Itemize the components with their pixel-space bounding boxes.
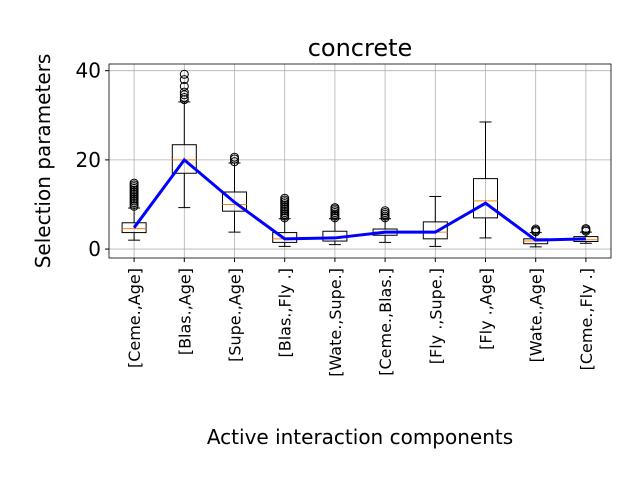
mean-line-layer	[132, 157, 586, 242]
outlier-point	[280, 193, 290, 203]
plot-frame	[108, 63, 612, 259]
outlier-point	[179, 69, 189, 79]
x-tick-label: [Fly .,Supe.]	[426, 268, 445, 364]
outlier-point	[179, 75, 189, 85]
outlier-point	[179, 81, 189, 91]
outlier-point	[179, 92, 189, 102]
box-plot-1	[121, 178, 147, 241]
outlier-point	[230, 157, 239, 167]
outlier-point	[380, 206, 390, 216]
box-plot-3	[222, 152, 247, 233]
y-tick-label: 40	[76, 59, 101, 83]
iqr-box	[473, 178, 498, 219]
box-plot-7	[422, 195, 448, 247]
box-plot-6	[372, 206, 398, 243]
x-tick-label: [Supe.,Age]	[226, 268, 245, 362]
outlier-point	[330, 203, 340, 213]
outlier-point	[531, 224, 541, 234]
outlier-point	[129, 178, 139, 188]
iqr-box	[222, 191, 247, 212]
x-tick-label: [Ceme.,Blas.]	[376, 268, 395, 376]
outlier-point	[230, 152, 239, 162]
outlier-point	[581, 224, 591, 234]
y-ticks: 0 20 40	[76, 59, 109, 261]
box-plot-8	[473, 121, 498, 239]
x-tick-label: [Wate.,Age]	[527, 268, 546, 362]
chart-title: concrete	[308, 34, 413, 62]
x-axis-label: Active interaction components	[207, 425, 513, 449]
x-tick-label: [Fly .,Age]	[477, 268, 496, 350]
y-tick-label: 0	[88, 237, 101, 261]
x-ticks: [Ceme.,Age] [Blas.,Age] [Supe.,Age] [Blas.,…	[125, 258, 596, 377]
box-plots	[121, 69, 599, 248]
y-axis-label: Selection parameters	[31, 54, 55, 269]
y-tick-label: 20	[76, 148, 101, 172]
iqr-box	[171, 144, 197, 174]
x-tick-label: [Ceme.,Fly .]	[577, 268, 596, 370]
box-plot-2	[171, 69, 197, 209]
x-tick-label: [Blas.,Age]	[175, 268, 194, 355]
x-tick-label: [Blas.,Fly .]	[276, 268, 295, 358]
x-tick-label: [Wate.,Supe.]	[326, 268, 345, 377]
x-tick-label: [Ceme.,Age]	[125, 268, 144, 368]
iqr-box	[121, 222, 147, 234]
outlier-point	[179, 87, 189, 97]
mean-line	[132, 157, 586, 242]
iqr-box	[422, 221, 448, 240]
